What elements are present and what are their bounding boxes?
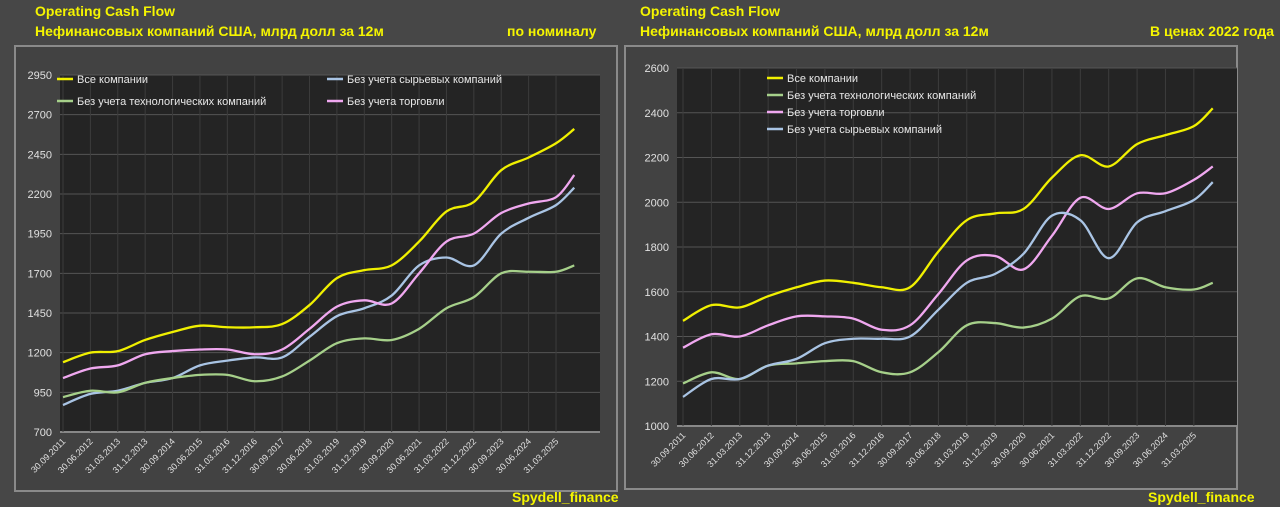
legend-label: Без учета сырьевых компаний — [787, 124, 942, 136]
y-tick-label: 950 — [34, 387, 52, 399]
y-tick-label: 1800 — [645, 242, 669, 254]
y-tick-label: 2950 — [28, 70, 52, 82]
y-tick-label: 2400 — [645, 108, 669, 120]
y-tick-label: 1400 — [645, 332, 669, 344]
legend-label: Без учета технологических компаний — [77, 96, 266, 108]
y-tick-label: 2000 — [645, 197, 669, 209]
watermark-left: Spydell_finance — [512, 489, 619, 505]
series-line-2 — [682, 165, 1214, 349]
series-line-0 — [682, 107, 1214, 322]
y-tick-label: 2700 — [28, 110, 52, 122]
y-tick-label: 1700 — [28, 268, 52, 280]
legend-label: Без учета торговли — [347, 96, 444, 108]
y-tick-label: 1200 — [28, 348, 52, 360]
y-tick-label: 1950 — [28, 229, 52, 241]
legend-label: Все компании — [787, 73, 858, 85]
legend-label: Без учета технологических компаний — [787, 90, 976, 102]
y-tick-label: 2450 — [28, 149, 52, 161]
y-tick-label: 2200 — [28, 189, 52, 201]
y-tick-label: 1450 — [28, 308, 52, 320]
y-tick-label: 2200 — [645, 153, 669, 165]
title-left: Operating Cash Flow — [35, 3, 176, 19]
watermark-right: Spydell_finance — [1148, 489, 1255, 505]
y-tick-label: 1200 — [645, 376, 669, 388]
legend-label: Без учета сырьевых компаний — [347, 74, 502, 86]
series-line-0 — [62, 128, 575, 364]
title-right: Operating Cash Flow — [640, 3, 781, 19]
legend-label: Без учета торговли — [787, 107, 884, 119]
subtitle-left: Нефинансовых компаний США, млрд долл за … — [35, 23, 384, 39]
plot-area — [60, 75, 600, 432]
y-tick-label: 2600 — [645, 63, 669, 75]
subtitle-right: Нефинансовых компаний США, млрд долл за … — [640, 23, 989, 39]
legend-label: Все компании — [77, 74, 148, 86]
series-line-3 — [62, 174, 576, 380]
y-tick-label: 700 — [34, 427, 52, 439]
note-right: В ценах 2022 года — [1150, 23, 1275, 39]
series-line-2 — [62, 264, 575, 399]
y-tick-label: 1000 — [645, 421, 669, 433]
series-line-3 — [682, 181, 1214, 398]
y-tick-label: 1600 — [645, 287, 669, 299]
note-left: по номиналу — [507, 23, 597, 39]
